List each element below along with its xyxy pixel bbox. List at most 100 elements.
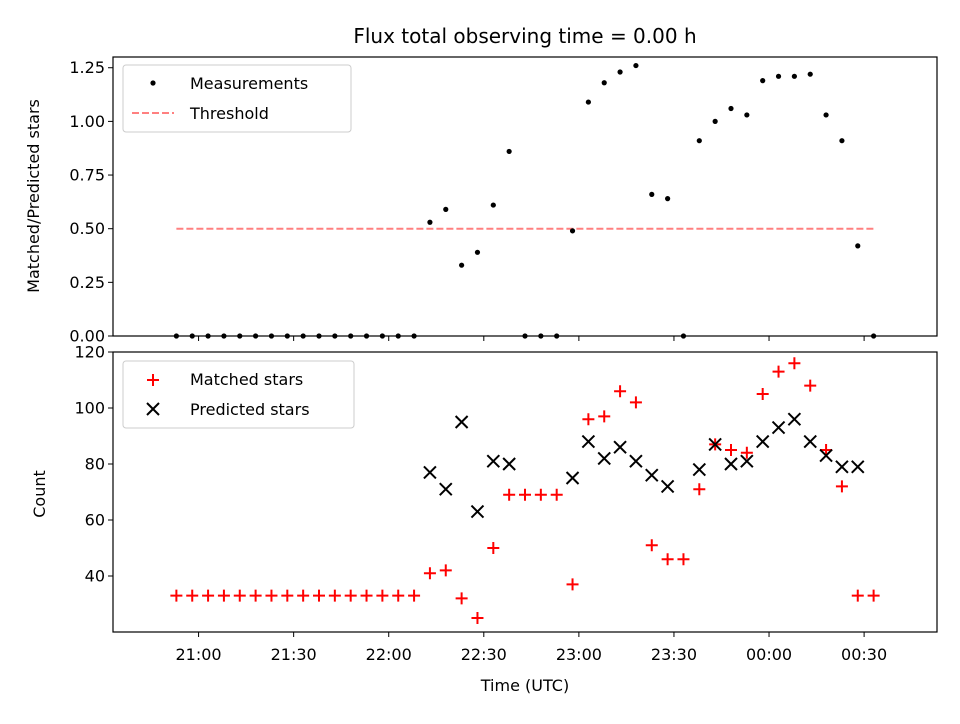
predicted-star-point	[851, 460, 865, 474]
matched-star-point	[408, 589, 421, 602]
measurement-point	[268, 333, 275, 339]
measurement-point	[744, 112, 750, 118]
matched-star-point	[851, 589, 864, 602]
predicted-star-point	[565, 471, 580, 485]
x-tick-label: 23:00	[556, 645, 602, 664]
matched-star-point	[471, 612, 484, 624]
predicted-star-point	[692, 462, 707, 477]
predicted-star-point	[454, 415, 469, 429]
measurement-point	[395, 333, 401, 339]
bottom-y-tick-label: 40	[85, 567, 105, 586]
measurement-point	[760, 78, 766, 84]
measurement-point	[363, 333, 370, 339]
matched-star-point	[740, 446, 753, 459]
predicted-star-point	[613, 440, 627, 454]
matched-star-point	[328, 589, 341, 602]
matched-star-point	[186, 589, 199, 602]
matched-star-point	[265, 589, 278, 602]
measurement-point	[855, 243, 861, 249]
predicted-star-point	[803, 434, 817, 449]
matched-star-point	[455, 592, 468, 605]
matched-star-point	[534, 488, 547, 501]
matched-star-point	[423, 567, 436, 580]
predicted-star-point	[439, 482, 453, 496]
measurement-point	[569, 228, 576, 234]
x-axis-label: Time (UTC)	[480, 676, 569, 695]
measurement-point	[871, 333, 877, 339]
measurement-point	[459, 262, 465, 268]
predicted-star-point	[771, 420, 786, 435]
measurement-point	[839, 138, 845, 144]
top-legend: Measurements Threshold	[122, 64, 352, 133]
matched-star-point	[566, 578, 579, 591]
x-tick-label: 22:00	[366, 645, 412, 664]
predicted-star-point	[486, 454, 501, 468]
matched-star-point	[487, 542, 500, 554]
predicted-star-point	[470, 504, 485, 519]
measurement-point	[712, 118, 718, 124]
chart-title: Flux total observing time = 0.00 h	[353, 24, 696, 48]
measurement-point	[189, 333, 195, 339]
matched-star-point	[217, 589, 230, 602]
top-y-tick-label: 0.50	[69, 219, 105, 238]
legend-x-marker	[146, 402, 160, 416]
bottom-plot-frame	[112, 351, 938, 633]
predicted-star-point	[787, 412, 802, 426]
measurement-point	[474, 249, 481, 255]
measurement-point	[680, 333, 687, 339]
matched-star-point	[693, 483, 706, 496]
matched-star-point	[519, 488, 531, 501]
measurement-point	[585, 99, 591, 105]
measurement-point	[601, 80, 607, 86]
legend-measurement-marker	[150, 80, 156, 86]
matched-star-point	[376, 589, 389, 602]
matched-star-point	[360, 589, 373, 602]
measurement-point	[427, 219, 433, 225]
matched-star-point	[867, 589, 880, 602]
bottom-y-tick-label: 120	[74, 343, 105, 362]
predicted-star-point	[423, 465, 437, 480]
matched-star-point	[392, 589, 405, 602]
measurement-point	[173, 333, 179, 339]
matched-star-point	[550, 488, 563, 501]
matched-star-point	[677, 553, 690, 566]
legend-plus-marker	[147, 374, 159, 386]
matched-star-point	[582, 413, 595, 426]
top-y-tick-label: 0.00	[69, 327, 105, 346]
measurement-point	[775, 73, 782, 79]
bottom-y-tick-label: 80	[85, 455, 105, 474]
matched-star-point	[344, 589, 357, 602]
predicted-star-point	[755, 434, 770, 449]
legend-predicted-label: Predicted stars	[190, 400, 310, 419]
measurement-point	[633, 62, 639, 69]
top-y-tick-label: 1.25	[69, 58, 105, 77]
measurement-point	[237, 333, 243, 339]
x-tick-label: 23:30	[651, 645, 697, 664]
x-tick-label: 21:30	[271, 645, 317, 664]
measurement-point	[332, 333, 338, 339]
legend-threshold-label: Threshold	[189, 104, 269, 123]
predicted-star-point	[660, 479, 675, 494]
measurement-point	[554, 333, 560, 339]
matched-star-point	[614, 385, 627, 398]
matched-star-point	[772, 365, 785, 378]
measurement-point	[823, 112, 829, 118]
predicted-star-point	[708, 437, 722, 452]
measurement-point	[284, 333, 290, 339]
matched-star-point	[725, 444, 737, 456]
matched-star-point	[503, 488, 516, 501]
x-tick-label: 00:00	[746, 645, 792, 664]
measurement-point	[490, 202, 496, 208]
bottom-y-tick-label: 100	[74, 399, 105, 418]
measurement-point	[205, 333, 211, 339]
legend-measurements-label: Measurements	[190, 74, 308, 93]
predicted-star-point	[724, 457, 738, 471]
matched-star-point	[661, 553, 674, 566]
measurement-point	[665, 196, 671, 202]
top-y-tick-label: 0.25	[69, 273, 105, 292]
matched-star-point	[439, 564, 452, 577]
matched-star-point	[598, 410, 611, 423]
measurement-point	[348, 333, 354, 339]
measurement-point	[791, 73, 797, 79]
